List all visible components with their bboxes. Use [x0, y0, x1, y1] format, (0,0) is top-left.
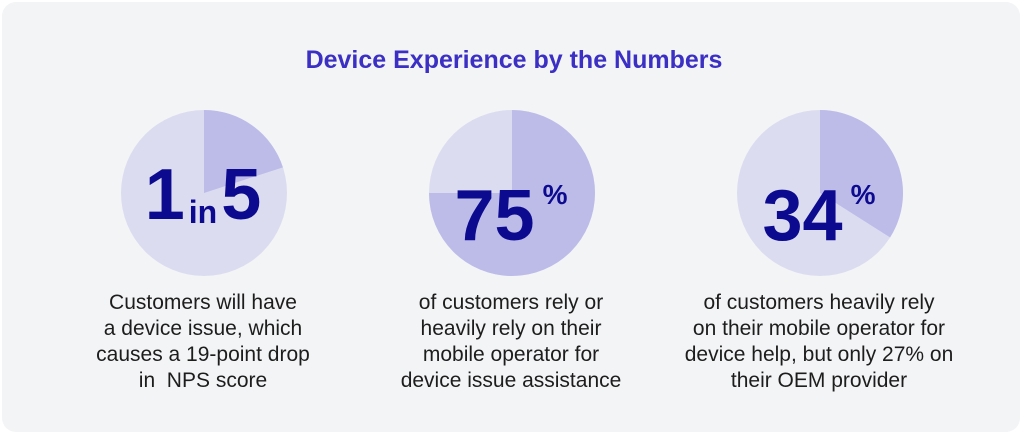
- pie-chart-2: [429, 110, 595, 276]
- stat-description-2: of customers rely or heavily rely on thei…: [400, 291, 622, 392]
- stat-value-1: 1 in5: [144, 155, 262, 235]
- pie-chart-3: [737, 110, 903, 276]
- stat-description-3: of customers heavily rely on their mobile…: [684, 291, 954, 392]
- stat-description-1: Customers will have a device issue, which…: [96, 291, 310, 392]
- pie-chart-1: [121, 110, 287, 276]
- pie-slice: [820, 110, 903, 238]
- infographic-title: Device Experience by the Numbers: [305, 46, 723, 74]
- pie-slice: [204, 110, 283, 193]
- stat-value-2: 75%: [454, 176, 568, 256]
- pie-slice: [429, 110, 595, 276]
- stat-value-3: 34%: [762, 176, 876, 256]
